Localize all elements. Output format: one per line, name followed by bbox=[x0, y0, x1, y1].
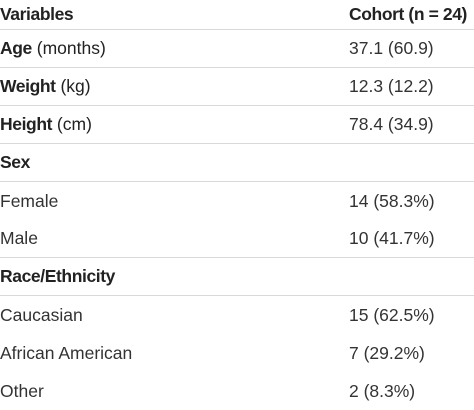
section-title: Sex bbox=[0, 152, 30, 172]
row-value: 14 (58.3%) bbox=[349, 190, 435, 211]
row-label: Other bbox=[0, 380, 44, 401]
table-row-caucasian: Caucasian 15 (62.5%) bbox=[0, 296, 474, 334]
table-header-row: Variables Cohort (n = 24) bbox=[0, 0, 474, 30]
row-label: Weight bbox=[0, 76, 56, 96]
row-value: 7 (29.2%) bbox=[349, 342, 425, 363]
header-cohort: Cohort (n = 24) bbox=[349, 4, 467, 24]
row-label: African American bbox=[0, 342, 133, 363]
row-unit: (cm) bbox=[56, 114, 92, 134]
row-value: 15 (62.5%) bbox=[349, 304, 435, 325]
row-value: 78.4 (34.9) bbox=[349, 114, 434, 134]
row-label: Age bbox=[0, 38, 32, 58]
row-value: 37.1 (60.9) bbox=[349, 38, 434, 58]
table-row-male: Male 10 (41.7%) bbox=[0, 220, 474, 258]
header-variables: Variables bbox=[0, 4, 74, 24]
row-label-cell: Age (months) bbox=[0, 30, 106, 67]
row-value: 2 (8.3%) bbox=[349, 380, 416, 401]
row-label: Female bbox=[0, 190, 59, 211]
table-row-female: Female 14 (58.3%) bbox=[0, 182, 474, 220]
row-label-cell: Height (cm) bbox=[0, 106, 92, 143]
row-unit: (months) bbox=[36, 38, 106, 58]
table-row-african-american: African American 7 (29.2%) bbox=[0, 334, 474, 372]
row-unit: (kg) bbox=[60, 76, 91, 96]
table-row-other: Other 2 (8.3%) bbox=[0, 372, 474, 410]
row-label: Caucasian bbox=[0, 304, 83, 325]
table-row-height: Height (cm) 78.4 (34.9) bbox=[0, 106, 474, 144]
row-value: 12.3 (12.2) bbox=[349, 76, 434, 96]
row-value: 10 (41.7%) bbox=[349, 228, 435, 248]
table-row-age: Age (months) 37.1 (60.9) bbox=[0, 30, 474, 68]
section-title: Race/Ethnicity bbox=[0, 266, 115, 286]
row-label: Height bbox=[0, 114, 53, 134]
row-label-cell: Weight (kg) bbox=[0, 68, 91, 105]
section-header-race: Race/Ethnicity bbox=[0, 258, 474, 296]
table-row-weight: Weight (kg) 12.3 (12.2) bbox=[0, 68, 474, 106]
section-header-sex: Sex bbox=[0, 144, 474, 182]
row-label: Male bbox=[0, 228, 38, 248]
